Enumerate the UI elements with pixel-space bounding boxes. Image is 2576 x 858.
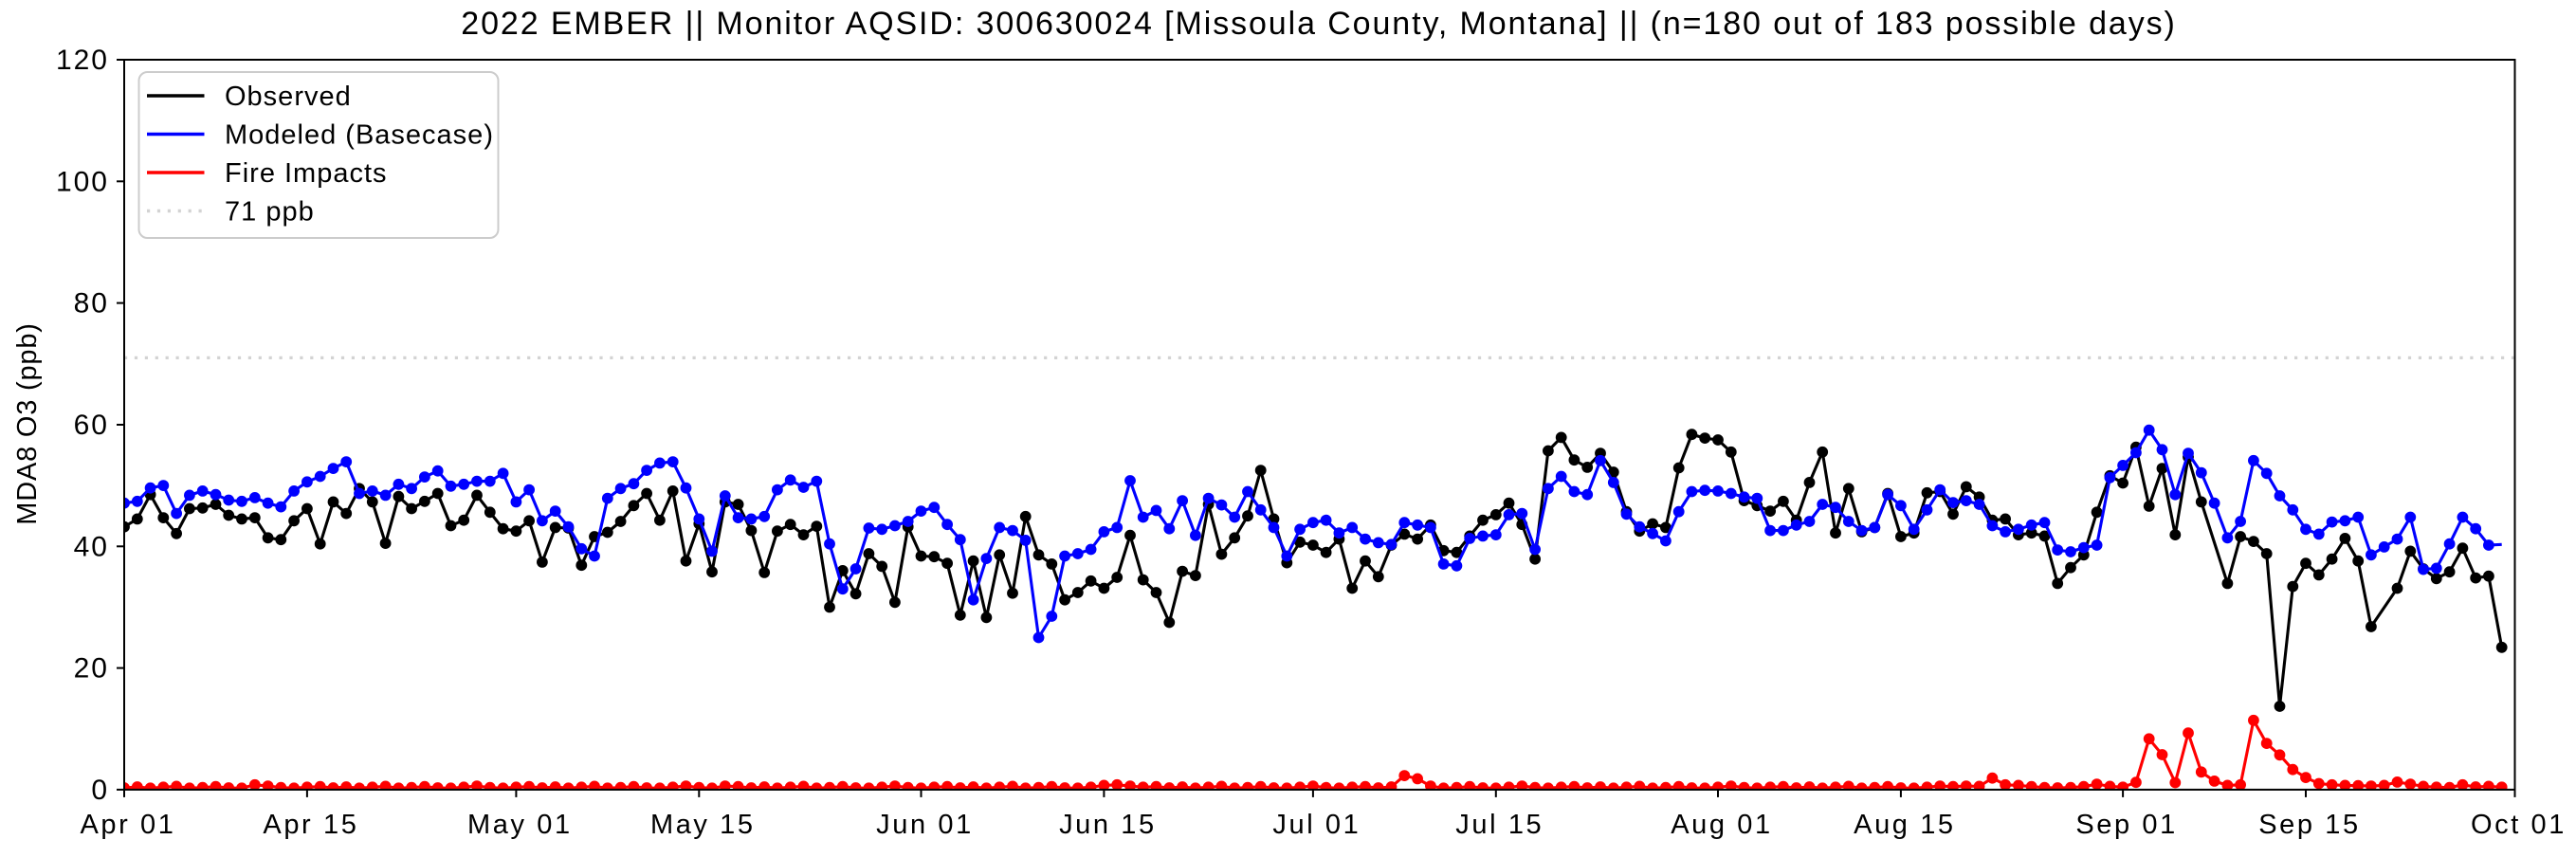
svg-text:Sep 15: Sep 15 bbox=[2258, 810, 2361, 840]
svg-text:Aug 15: Aug 15 bbox=[1854, 810, 1956, 840]
svg-text:20: 20 bbox=[74, 653, 109, 685]
svg-text:MDA8 O3 (ppb): MDA8 O3 (ppb) bbox=[12, 322, 43, 524]
svg-text:Aug 01: Aug 01 bbox=[1671, 810, 1773, 840]
svg-text:Jun 01: Jun 01 bbox=[876, 810, 974, 840]
svg-text:Jul 01: Jul 01 bbox=[1272, 810, 1361, 840]
svg-text:Fire Impacts: Fire Impacts bbox=[225, 158, 388, 189]
svg-text:Sep 01: Sep 01 bbox=[2075, 810, 2178, 840]
svg-text:120: 120 bbox=[56, 45, 109, 76]
svg-text:71 ppb: 71 ppb bbox=[225, 197, 315, 228]
svg-text:80: 80 bbox=[74, 288, 109, 319]
svg-text:0: 0 bbox=[91, 775, 109, 806]
svg-text:Jun 15: Jun 15 bbox=[1059, 810, 1157, 840]
svg-text:Modeled (Basecase): Modeled (Basecase) bbox=[225, 120, 494, 151]
svg-text:60: 60 bbox=[74, 410, 109, 441]
svg-text:May 01: May 01 bbox=[467, 810, 573, 840]
svg-text:40: 40 bbox=[74, 531, 109, 562]
svg-text:100: 100 bbox=[56, 166, 109, 197]
svg-text:Apr 01: Apr 01 bbox=[80, 810, 175, 840]
svg-text:May 15: May 15 bbox=[650, 810, 756, 840]
svg-text:2022 EMBER || Monitor AQSID: 3: 2022 EMBER || Monitor AQSID: 300630024 [… bbox=[461, 6, 2176, 42]
svg-text:Apr 15: Apr 15 bbox=[263, 810, 358, 840]
svg-text:Oct 01: Oct 01 bbox=[2471, 810, 2567, 840]
svg-text:Jul 15: Jul 15 bbox=[1455, 810, 1544, 840]
svg-text:Observed: Observed bbox=[225, 82, 352, 112]
